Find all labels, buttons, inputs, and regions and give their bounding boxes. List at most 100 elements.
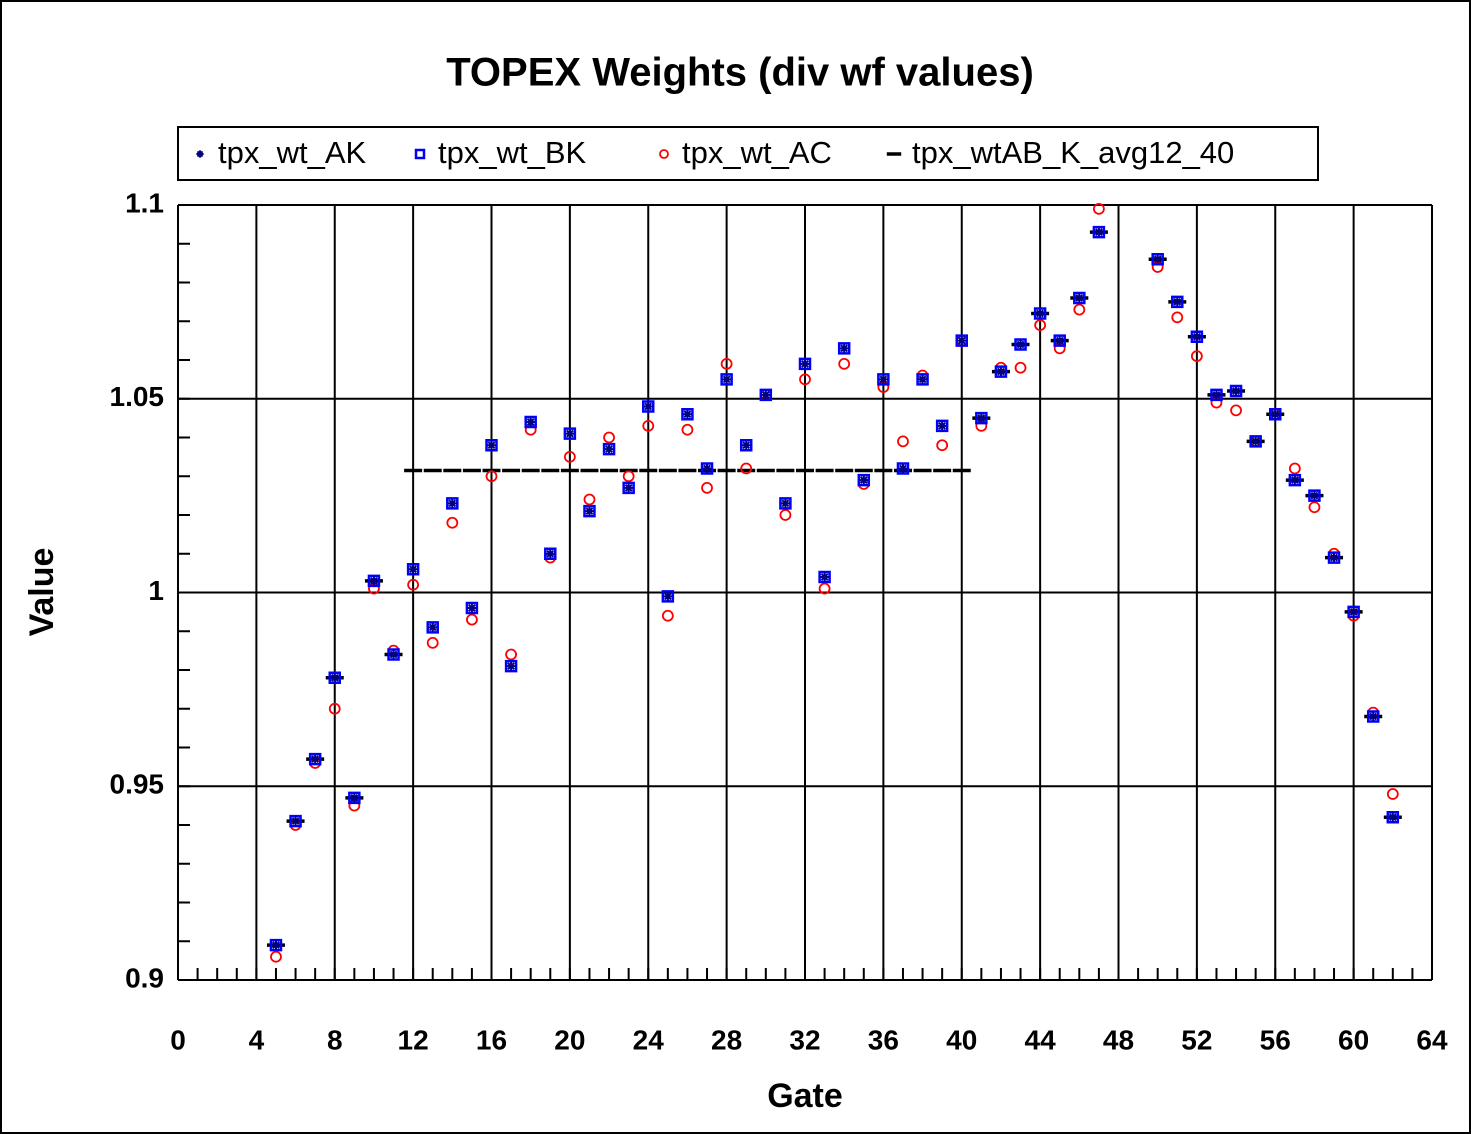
point [446, 516, 459, 529]
x-tick-label: 40 [946, 1024, 977, 1055]
point [1074, 293, 1084, 303]
point [857, 473, 871, 487]
point [506, 661, 516, 671]
point [1290, 475, 1300, 485]
x-tick-label: 60 [1338, 1024, 1369, 1055]
point [937, 421, 947, 431]
point [1192, 332, 1202, 342]
legend-label: tpx_wt_AK [218, 135, 367, 170]
point [485, 439, 498, 452]
point [897, 435, 909, 448]
point [563, 450, 576, 463]
x-tick-label: 32 [789, 1024, 820, 1055]
point [563, 427, 577, 440]
point [1171, 311, 1184, 324]
point [447, 498, 457, 508]
point [270, 950, 282, 963]
point [1347, 605, 1360, 619]
point [1309, 491, 1319, 501]
x-axis-label: Gate [767, 1077, 843, 1115]
point [446, 497, 459, 510]
point [957, 336, 967, 346]
point [544, 547, 557, 560]
point [779, 497, 792, 510]
point [271, 940, 281, 950]
y-tick-label: 1.05 [110, 381, 165, 412]
point [1288, 473, 1302, 487]
y-tick-label: 1.1 [125, 187, 164, 218]
point [682, 409, 692, 419]
x-tick-label: 12 [398, 1024, 429, 1055]
point [838, 357, 851, 370]
point [996, 367, 1006, 377]
y-axis-label: Value [23, 548, 61, 637]
point [622, 481, 635, 495]
point [387, 648, 400, 661]
point [975, 411, 988, 425]
point [1073, 303, 1086, 316]
point [877, 373, 890, 386]
point [328, 671, 341, 684]
point [583, 504, 596, 518]
point [1014, 338, 1027, 351]
point [642, 419, 655, 432]
point [720, 357, 733, 370]
point [661, 609, 674, 622]
legend [177, 126, 1319, 181]
x-tick-label: 0 [170, 1024, 186, 1055]
x-tick-label: 20 [554, 1024, 585, 1055]
point [1153, 254, 1163, 264]
point [1308, 501, 1321, 514]
point [602, 442, 616, 456]
point [935, 419, 949, 433]
point [820, 572, 830, 582]
x-tick-label: 52 [1181, 1024, 1212, 1055]
point [348, 791, 361, 805]
point [1308, 489, 1321, 502]
point [681, 423, 694, 436]
point [701, 481, 713, 494]
point [407, 578, 420, 591]
point [955, 334, 968, 347]
chart-title: TOPEX Weights (div wf values) [446, 51, 1034, 95]
x-tick-label: 44 [1025, 1024, 1057, 1055]
point [740, 462, 753, 475]
point [269, 938, 283, 952]
point [1327, 551, 1341, 564]
point [604, 444, 614, 454]
point [1073, 291, 1086, 305]
point [916, 373, 929, 386]
point [818, 582, 831, 595]
y-tick-label: 0.95 [110, 769, 165, 800]
x-tick-label: 36 [868, 1024, 899, 1055]
point [1251, 436, 1261, 446]
point [1035, 309, 1045, 318]
point [918, 374, 928, 384]
point [1386, 811, 1400, 824]
point [1094, 227, 1104, 237]
point [1229, 384, 1243, 398]
point [1093, 202, 1105, 215]
point [1033, 307, 1047, 320]
point [1368, 712, 1378, 721]
x-tick-label: 16 [476, 1024, 507, 1055]
point [622, 470, 635, 483]
point [428, 622, 438, 632]
point [896, 462, 910, 475]
point [741, 440, 751, 450]
point [426, 621, 439, 634]
point [1014, 361, 1027, 374]
point [330, 673, 340, 683]
point [994, 365, 1008, 378]
legend-label: tpx_wt_BK [438, 135, 587, 170]
point [661, 590, 675, 603]
point [1053, 334, 1066, 347]
point [681, 408, 694, 421]
point [1388, 812, 1398, 822]
point [759, 388, 773, 402]
point [837, 342, 851, 355]
point [1230, 404, 1242, 417]
y-tick-label: 1 [148, 575, 164, 606]
point [565, 429, 575, 439]
